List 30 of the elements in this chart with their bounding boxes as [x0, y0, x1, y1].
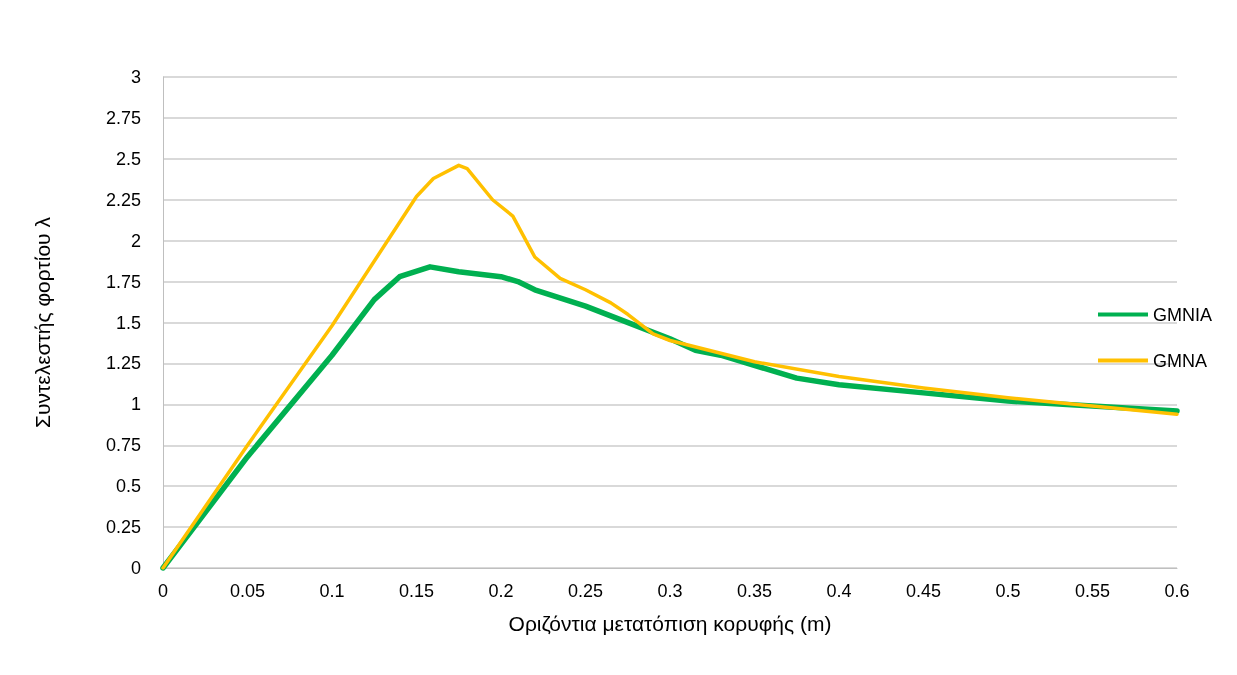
y-tick-label: 2.5: [115, 148, 141, 169]
x-tick-label: 0.6: [1164, 581, 1190, 601]
x-tick-label: 0.5: [995, 581, 1021, 601]
x-tick-label: 0.05: [229, 581, 266, 601]
y-tick-label: 1: [130, 394, 141, 415]
y-axis-title: Συντελεστής φορτίου λ: [31, 216, 54, 428]
x-tick-label: 0.35: [736, 581, 773, 601]
x-tick-label: 0.25: [567, 581, 604, 601]
y-tick-label: 2.75: [105, 107, 141, 128]
legend-label: GMNIA: [1153, 304, 1213, 325]
x-tick-label: 0.3: [657, 581, 683, 601]
x-tick-label: 0.15: [398, 581, 435, 601]
y-tick-label: 2.25: [105, 189, 141, 210]
y-tick-label: 1.5: [115, 312, 141, 333]
x-tick-label: 0.2: [488, 581, 514, 601]
y-tick-label: 3: [130, 67, 141, 87]
y-tick-label: 1.25: [105, 353, 141, 374]
x-tick-label: 0.4: [826, 581, 852, 601]
y-tick-label: 2: [130, 230, 141, 251]
y-tick-label: 0.5: [115, 476, 141, 497]
y-tick-label: 1.75: [105, 271, 141, 292]
y-tick-label: 0: [130, 558, 141, 578]
y-tick-label: 0.25: [105, 517, 141, 538]
x-tick-label: 0: [157, 581, 169, 601]
x-tick-label: 0.1: [319, 581, 345, 601]
x-axis-title: Οριζόντια μετατόπιση κορυφής (m): [508, 612, 832, 635]
y-tick-label: 0.75: [105, 435, 141, 456]
x-tick-label: 0.55: [1074, 581, 1111, 601]
legend-label: GMNA: [1153, 350, 1207, 371]
x-tick-label: 0.45: [905, 581, 942, 601]
